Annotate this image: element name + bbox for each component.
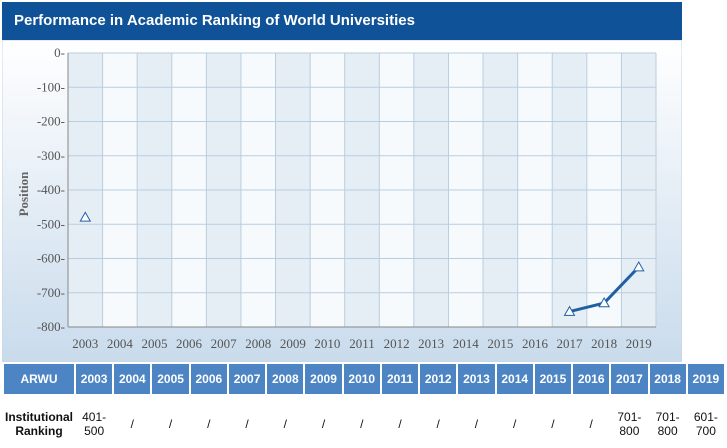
y-tick-label: -700- xyxy=(37,285,65,300)
table-cell-ranking: / xyxy=(321,417,326,431)
y-tick-label: -800- xyxy=(37,319,65,334)
series-line-segment xyxy=(568,301,606,314)
y-tick-label: -300- xyxy=(37,148,65,163)
table-year-header: 2003 xyxy=(76,364,113,394)
x-tick-label: 2019 xyxy=(626,336,652,351)
table-cell-ranking: / xyxy=(283,417,287,431)
table-cell-ranking: / xyxy=(398,417,402,431)
y-axis-label: Position xyxy=(16,171,31,217)
table-header-row: ARWU 2003 2004 2005 2006 2007 2008 2009 2010 201… xyxy=(4,364,724,394)
x-tick-label: 2008 xyxy=(245,336,271,351)
table-year-header: 2016 xyxy=(573,364,610,394)
table-year-header: 2010 xyxy=(343,364,380,394)
table-cell-ranking: / xyxy=(207,417,211,431)
table-year-header: 2006 xyxy=(190,364,227,394)
x-tick-label: 2006 xyxy=(176,336,203,351)
table-cell-ranking: / xyxy=(551,417,555,431)
chart-panel: 0- -100- -200- -300- -400- -500- -600- -700- -80… xyxy=(1,39,683,363)
table-year-header: 2013 xyxy=(458,364,495,394)
table-year-header: 2019 xyxy=(687,364,724,394)
table-row: Institutional Ranking 401- 500 / / / / / / / / / / /… xyxy=(4,400,724,448)
table-year-header: 2004 xyxy=(114,364,151,394)
data-point-marker xyxy=(563,305,576,316)
table-cell-ranking: / xyxy=(436,417,440,431)
data-point-marker xyxy=(598,297,610,308)
ranking-line-chart: 0- -100- -200- -300- -400- -500- -600- -700- -80… xyxy=(1,39,683,363)
table-year-header: 2014 xyxy=(496,364,533,394)
table-year-header: 2012 xyxy=(420,364,457,394)
table-year-header: 2008 xyxy=(267,364,304,394)
table-cell-ranking: / xyxy=(360,417,364,431)
x-tick-label: 2017 xyxy=(557,336,584,351)
y-tick-label: -500- xyxy=(37,216,65,231)
page-title: Performance in Academic Ranking of World… xyxy=(14,12,415,29)
table-row-label: Institutional Ranking xyxy=(5,410,73,438)
table-cell-ranking: 701- 800 xyxy=(617,410,642,438)
x-tick-label: 2010 xyxy=(314,336,340,351)
chart-title-bar: Performance in Academic Ranking of World… xyxy=(2,2,682,40)
x-tick-label: 2007 xyxy=(211,336,238,351)
table-cell-ranking: / xyxy=(474,417,479,431)
x-tick-label: 2013 xyxy=(418,336,444,351)
table-cell-ranking: / xyxy=(245,417,249,431)
x-tick-label: 2004 xyxy=(107,336,134,351)
table-year-header: 2005 xyxy=(152,364,189,394)
table-year-header: 2015 xyxy=(534,364,572,394)
table-year-header: 2017 xyxy=(611,364,648,394)
table-cell-ranking: / xyxy=(513,417,517,431)
y-tick-label: -200- xyxy=(37,114,65,129)
data-point-marker xyxy=(632,261,645,272)
table-cell-ranking: 701- 800 xyxy=(655,410,680,438)
series-line-segment xyxy=(602,265,641,305)
table-cell-ranking: / xyxy=(168,417,173,431)
y-tick-label: 0- xyxy=(54,45,65,60)
table-header-label: ARWU xyxy=(4,364,74,394)
table-cell-ranking: 401- 500 xyxy=(82,410,107,438)
x-tick-label: 2011 xyxy=(349,336,375,351)
table-year-header: 2011 xyxy=(381,364,419,394)
table-cell-ranking: 601- 700 xyxy=(693,410,718,438)
table-year-header: 2007 xyxy=(228,364,266,394)
x-tick-label: 2012 xyxy=(384,336,410,351)
table-year-header: 2018 xyxy=(649,364,686,394)
y-tick-label: -100- xyxy=(37,79,65,94)
y-tick-label: -400- xyxy=(37,182,65,197)
table-cell-ranking: / xyxy=(589,417,593,431)
x-tick-label: 2014 xyxy=(453,336,480,351)
data-point-marker xyxy=(79,211,92,222)
x-tick-label: 2016 xyxy=(522,336,549,351)
y-tick-label: -600- xyxy=(37,251,65,266)
ranking-table: ARWU 2003 2004 2005 2006 2007 2008 2009 2010 201… xyxy=(2,364,726,448)
x-tick-label: 2003 xyxy=(72,336,98,351)
x-tick-label: 2018 xyxy=(591,336,617,351)
x-tick-label: 2015 xyxy=(487,336,513,351)
x-tick-label: 2009 xyxy=(280,336,306,351)
table-cell-ranking: / xyxy=(130,417,135,431)
x-tick-label: 2005 xyxy=(141,336,167,351)
table-year-header: 2009 xyxy=(305,364,342,394)
